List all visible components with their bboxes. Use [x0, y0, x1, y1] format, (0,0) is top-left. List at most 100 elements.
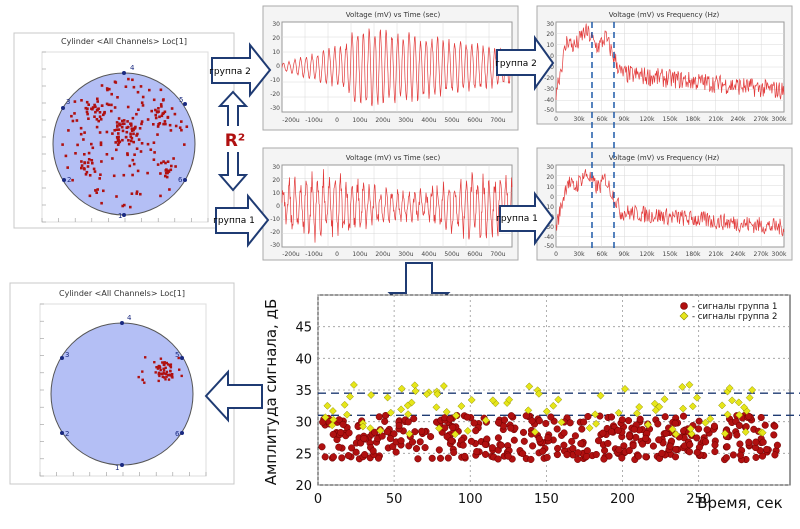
event-point	[93, 103, 96, 107]
sensor-label: 6	[175, 430, 180, 438]
scatter-point-group-2	[668, 425, 677, 434]
scatter-point-group-1	[649, 442, 657, 450]
scatter-point-group-1	[761, 421, 769, 429]
y-tick-label: 0	[550, 53, 554, 60]
event-point	[143, 381, 146, 384]
event-point	[152, 123, 155, 126]
event-point	[115, 148, 118, 152]
event-point	[76, 143, 79, 147]
event-point	[93, 170, 97, 173]
event-point	[152, 141, 156, 144]
event-point	[160, 105, 163, 108]
scatter-point-group-1	[671, 453, 680, 461]
x-tick-label: 180k	[686, 116, 701, 123]
event-point	[157, 379, 160, 383]
event-point	[169, 366, 173, 369]
y-tick-label: 20	[272, 177, 280, 184]
scatter-point-group-1	[693, 434, 701, 442]
x-tick-label: 700u	[490, 117, 505, 124]
event-point	[115, 128, 119, 131]
scatter-point-group-2	[688, 402, 697, 411]
scatter-point-group-1	[771, 451, 779, 459]
scatter-point-group-1	[410, 415, 418, 423]
sensor-label: 1	[118, 212, 122, 220]
scatter-point-group-1	[459, 441, 467, 449]
sensor-label: 3	[65, 351, 69, 359]
scatter-point-group-1	[759, 438, 767, 446]
scatter-point-group-1	[352, 448, 360, 456]
scatter-point-group-2	[542, 407, 551, 416]
event-point	[129, 139, 133, 143]
event-point	[167, 378, 171, 381]
event-point	[87, 117, 90, 120]
scatter-point-group-1	[375, 413, 383, 421]
event-point	[166, 363, 170, 366]
event-point	[174, 165, 177, 168]
y-tick-label: 20	[546, 31, 554, 38]
event-point	[129, 205, 132, 209]
bottom-cylinder-sensors: 4 1 3 5 2 6	[60, 314, 184, 472]
event-point	[123, 122, 126, 125]
event-point	[162, 371, 165, 374]
event-point	[128, 164, 132, 168]
scatter-point-group-1	[560, 429, 568, 437]
x-tick-label: 100u	[352, 251, 367, 258]
scatter-point-group-1	[618, 416, 626, 424]
scatter-point-group-1	[600, 455, 608, 463]
scatter-point-group-1	[729, 451, 737, 459]
top-cylinder-circle	[52, 72, 196, 216]
event-point	[85, 100, 89, 104]
scatter-point-group-1	[654, 420, 662, 428]
scatter-point-group-1	[592, 450, 600, 459]
scatter-point-group-2	[660, 395, 669, 404]
event-point	[132, 132, 135, 136]
event-point	[126, 120, 129, 123]
event-point	[92, 167, 96, 171]
x-tick-label: 200u	[375, 251, 390, 258]
event-point	[91, 146, 95, 150]
scatter-point-group-2	[328, 421, 337, 430]
event-point	[79, 126, 83, 130]
spectrum-trace	[555, 169, 785, 237]
event-point	[113, 129, 116, 132]
scatter-point-group-1	[507, 424, 515, 432]
event-point	[139, 192, 142, 196]
scatter-point-group-1	[733, 431, 741, 439]
scatter-point-group-2	[592, 419, 601, 428]
spectrum-grid	[556, 22, 784, 112]
arrow-label-group-1: группа 1	[496, 214, 538, 224]
x-tick-label: 30k	[573, 116, 585, 123]
legend-marker-group-1	[680, 302, 688, 310]
event-point	[162, 160, 165, 163]
x-tick-label: 150	[534, 492, 559, 507]
scatter-point-group-1	[583, 447, 591, 455]
event-point	[105, 130, 109, 134]
event-point	[83, 131, 86, 134]
event-point	[131, 173, 134, 177]
scatter-point-group-1	[392, 448, 400, 456]
scatter-point-group-1	[337, 428, 345, 437]
event-point	[74, 152, 77, 155]
event-point	[140, 142, 144, 145]
x-tick-label: 300u	[398, 117, 413, 124]
event-point	[169, 364, 172, 368]
scatter-point-group-1	[770, 431, 778, 439]
x-tick-label: 180k	[686, 251, 701, 258]
scatter-point-group-1	[527, 455, 535, 463]
sensor-marker	[183, 178, 187, 182]
event-point	[152, 98, 156, 102]
top-cylinder-event-points	[61, 77, 189, 209]
x-tick-label: 240k	[731, 251, 746, 258]
scatter-point-group-1	[607, 428, 616, 436]
event-point	[163, 361, 166, 364]
event-point	[180, 120, 183, 123]
event-point	[154, 108, 157, 112]
x-tick-label: 500u	[444, 117, 459, 124]
scatter-point-group-2	[701, 418, 710, 427]
bottom-cylinder-title: Cylinder <All Channels> Loc[1]	[59, 289, 185, 298]
event-point	[102, 189, 105, 193]
scatter-point-group-1	[661, 413, 669, 421]
event-point	[137, 138, 141, 141]
waveform-x-ticks: -200u -100u 0 100u 200u 300u 400u 500u 6…	[282, 251, 506, 258]
event-point	[122, 119, 126, 122]
